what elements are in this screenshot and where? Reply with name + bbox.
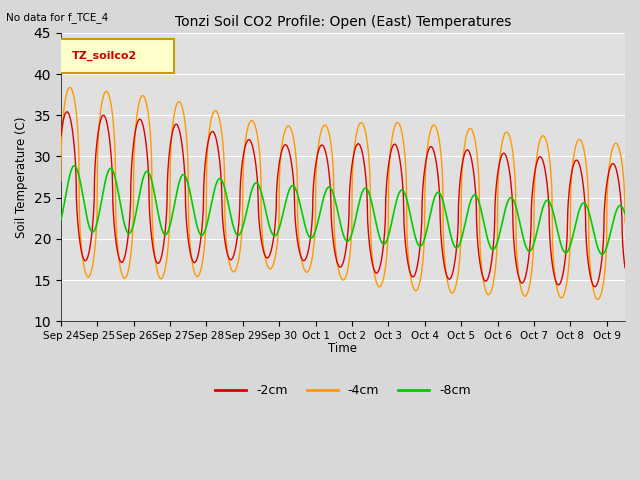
- X-axis label: Time: Time: [328, 342, 358, 355]
- Text: TZ_soilco2: TZ_soilco2: [72, 51, 138, 61]
- FancyBboxPatch shape: [55, 39, 173, 73]
- Y-axis label: Soil Temperature (C): Soil Temperature (C): [15, 116, 28, 238]
- Text: No data for f_TCE_4: No data for f_TCE_4: [6, 12, 109, 23]
- Title: Tonzi Soil CO2 Profile: Open (East) Temperatures: Tonzi Soil CO2 Profile: Open (East) Temp…: [175, 15, 511, 29]
- Legend: -2cm, -4cm, -8cm: -2cm, -4cm, -8cm: [210, 379, 476, 402]
